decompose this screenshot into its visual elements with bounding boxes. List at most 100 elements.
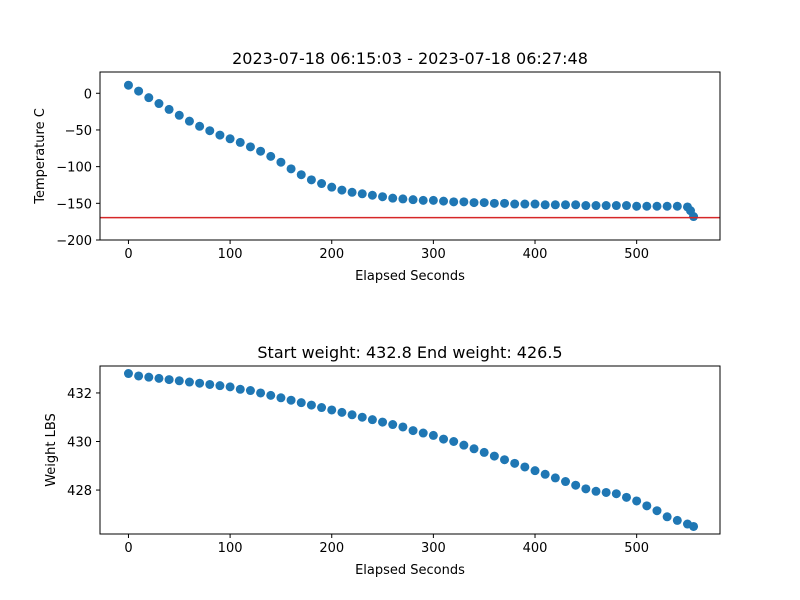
temperature-data-point <box>581 201 591 211</box>
weight-data-point <box>174 376 184 386</box>
temperature-data-point <box>215 130 225 140</box>
weight-data-point <box>520 462 530 472</box>
temperature-data-point <box>489 198 499 208</box>
temperature-y-tick-label: −50 <box>65 124 92 139</box>
temperature-data-point <box>123 80 133 90</box>
temperature-data-point <box>347 187 357 197</box>
temperature-data-point <box>418 195 428 205</box>
weight-data-point <box>439 434 449 444</box>
weight-data-point <box>591 486 601 496</box>
weight-data-point <box>601 487 611 497</box>
temperature-data-point <box>256 146 266 156</box>
weight-data-point <box>144 372 154 382</box>
weight-chart-title: Start weight: 432.8 End weight: 426.5 <box>257 343 562 362</box>
temperature-data-point <box>530 199 540 209</box>
weight-data-point <box>561 477 571 487</box>
temperature-data-point <box>689 212 699 222</box>
weight-data-point <box>154 373 164 383</box>
weight-x-ticks: 0 100 200 300 400 500 <box>124 534 649 556</box>
weight-data-point <box>672 515 682 525</box>
temperature-data-point <box>479 198 489 208</box>
weight-data-point <box>652 506 662 516</box>
weight-data-point <box>689 521 699 531</box>
temperature-data-point <box>357 189 367 199</box>
temperature-x-tick-label: 100 <box>218 247 243 262</box>
weight-data-point <box>479 447 489 457</box>
weight-x-tick-label: 0 <box>124 541 132 556</box>
temperature-data-point <box>601 201 611 211</box>
temperature-data-point <box>154 99 164 109</box>
weight-data-point <box>611 489 621 499</box>
temperature-data-point <box>276 157 286 167</box>
weight-data-point <box>621 492 631 502</box>
weight-x-tick-label: 500 <box>624 541 649 556</box>
weight-data-point <box>337 407 347 417</box>
weight-data-point <box>164 375 174 385</box>
weight-y-tick-label: 432 <box>67 387 92 402</box>
temperature-data-point <box>510 199 520 209</box>
temperature-data-point <box>591 201 601 211</box>
temperature-x-ticks: 0 100 200 300 400 500 <box>124 240 649 262</box>
weight-data-point <box>317 403 327 413</box>
temperature-chart: 2023-07-18 06:15:03 - 2023-07-18 06:27:4… <box>33 49 721 284</box>
temperature-data-point <box>286 164 296 174</box>
temperature-y-axis-label: Temperature C <box>33 108 48 205</box>
temperature-data-point <box>459 197 469 207</box>
temperature-data-point <box>245 142 255 152</box>
temperature-data-point <box>134 86 144 96</box>
weight-chart: Start weight: 432.8 End weight: 426.5 0 1… <box>44 343 721 578</box>
weight-data-point <box>408 426 418 436</box>
weight-x-axis-label: Elapsed Seconds <box>355 563 465 578</box>
weight-data-point <box>123 369 133 379</box>
weight-data-point <box>225 382 235 392</box>
temperature-data-point <box>184 116 194 126</box>
weight-data-point <box>571 480 581 490</box>
temperature-data-point <box>500 198 510 208</box>
temperature-data-point <box>205 126 215 136</box>
weight-data-point <box>550 473 560 483</box>
temperature-data-point <box>550 200 560 210</box>
weight-data-point <box>662 512 672 522</box>
weight-x-tick-label: 100 <box>218 541 243 556</box>
weight-data-point <box>378 417 388 427</box>
weight-data-point <box>184 377 194 387</box>
weight-data-point <box>256 388 266 398</box>
weight-x-tick-label: 300 <box>421 541 446 556</box>
temperature-x-tick-label: 300 <box>421 247 446 262</box>
temperature-data-point <box>439 196 449 206</box>
temperature-x-tick-label: 200 <box>319 247 344 262</box>
temperature-y-tick-label: −100 <box>56 161 92 176</box>
weight-points <box>123 369 699 531</box>
weight-data-point <box>266 390 276 400</box>
weight-data-point <box>428 430 438 440</box>
weight-x-tick-label: 400 <box>523 541 548 556</box>
weight-data-point <box>540 469 550 479</box>
weight-data-point <box>286 395 296 405</box>
temperature-data-point <box>306 175 316 185</box>
weight-data-point <box>347 410 357 420</box>
temperature-data-point <box>164 104 174 114</box>
temperature-x-axis-label: Elapsed Seconds <box>355 269 465 284</box>
temperature-data-point <box>327 182 337 192</box>
weight-y-tick-label: 428 <box>67 484 92 499</box>
temperature-data-point <box>378 192 388 202</box>
weight-data-point <box>276 393 286 403</box>
temperature-y-ticks: 0 −50 −100 −150 −200 <box>56 87 100 249</box>
temperature-data-point <box>520 199 530 209</box>
weight-data-point <box>459 440 469 450</box>
temperature-data-point <box>337 185 347 195</box>
weight-data-point <box>306 400 316 410</box>
weight-data-point <box>215 381 225 391</box>
temperature-x-tick-label: 0 <box>124 247 132 262</box>
temperature-data-point <box>561 200 571 210</box>
temperature-data-point <box>652 201 662 211</box>
temperature-data-point <box>611 201 621 211</box>
temperature-data-point <box>469 198 479 208</box>
weight-data-point <box>469 444 479 454</box>
weight-data-point <box>235 384 245 394</box>
weight-data-point <box>510 458 520 468</box>
temperature-data-point <box>398 194 408 204</box>
weight-data-point <box>418 428 428 438</box>
